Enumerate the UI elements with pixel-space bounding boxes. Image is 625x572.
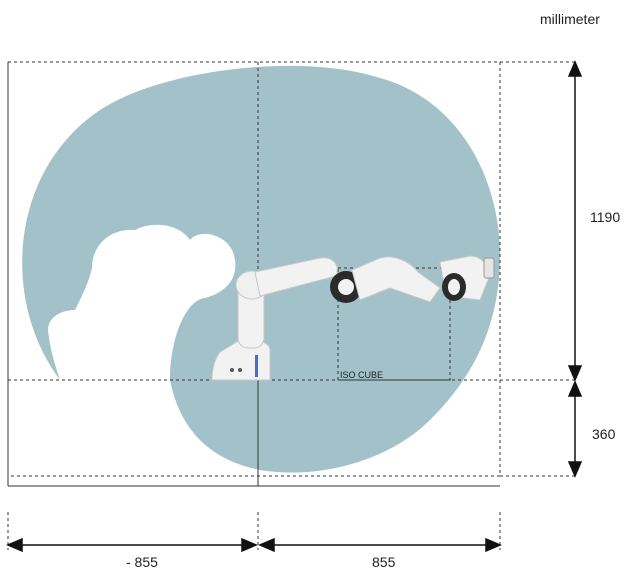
robot-flange xyxy=(483,257,495,279)
frame-lines xyxy=(7,62,500,487)
unit-label: millimeter xyxy=(540,11,600,27)
dim-vertical-upper: 1190 xyxy=(590,209,620,225)
led-strip xyxy=(255,355,258,377)
robot-forearm xyxy=(351,256,441,303)
dim-horizontal-left: - 855 xyxy=(126,554,158,570)
dim-vertical-lower: 360 xyxy=(592,426,616,442)
iso-cube-label: ISO CUBE xyxy=(340,370,383,380)
vertical-dimension xyxy=(567,60,583,478)
workspace-envelope xyxy=(22,65,500,473)
horizontal-dimension xyxy=(6,537,502,553)
robot-arm xyxy=(211,255,495,381)
dim-horizontal-right: 855 xyxy=(372,554,396,570)
